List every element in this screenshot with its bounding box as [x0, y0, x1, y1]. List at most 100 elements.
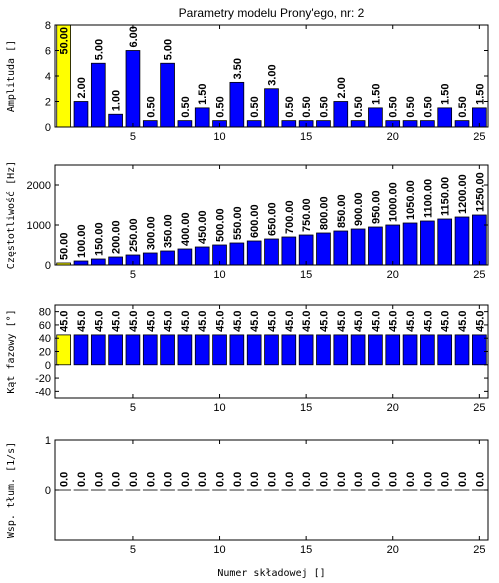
- value-label: 1.50: [197, 83, 209, 104]
- value-label: 0.50: [180, 96, 192, 117]
- y-tick-label: 20: [39, 347, 51, 359]
- bar: [125, 254, 141, 265]
- x-tick-label: 5: [130, 269, 136, 281]
- bar: [160, 250, 175, 265]
- value-label: 0.0: [76, 472, 88, 487]
- bar: [229, 334, 245, 366]
- y-tick-label: 2000: [27, 180, 51, 192]
- bar: [212, 244, 227, 265]
- bar: [385, 224, 401, 265]
- bar: [298, 334, 314, 366]
- x-tick-label: 25: [473, 544, 485, 556]
- value-label: 45.0: [388, 310, 400, 331]
- value-label: 200.00: [111, 220, 123, 254]
- value-label: 45.0: [440, 310, 452, 331]
- value-label: 1050.00: [405, 180, 417, 220]
- bar: [420, 220, 435, 265]
- value-label: 45.0: [59, 310, 71, 331]
- value-label: 0.0: [388, 472, 400, 487]
- bar: [246, 334, 262, 366]
- value-label: 0.0: [422, 472, 434, 487]
- bar: [368, 226, 383, 265]
- value-label: 0.0: [232, 472, 244, 487]
- bar: [298, 234, 314, 265]
- value-label: 0.0: [301, 472, 313, 487]
- bar: [90, 62, 106, 127]
- value-label: 5.00: [163, 39, 175, 60]
- bar: [73, 101, 89, 127]
- value-label: 100.00: [76, 224, 88, 258]
- value-label: 3.50: [232, 58, 244, 79]
- x-tick-label: 25: [473, 402, 485, 414]
- y-axis-label: Częstotliwość [Hz]: [5, 161, 17, 269]
- value-label: 650.00: [267, 202, 279, 236]
- bar: [177, 334, 193, 366]
- bar: [454, 334, 470, 366]
- bar: [402, 222, 418, 265]
- bar: [350, 120, 366, 127]
- value-label: 0.0: [145, 472, 157, 487]
- value-label: 0.0: [474, 472, 486, 487]
- value-label: 0.0: [284, 472, 296, 487]
- bar: [229, 242, 245, 265]
- value-label: 450.00: [197, 210, 209, 244]
- value-label: 45.0: [301, 310, 313, 331]
- bar: [56, 262, 71, 265]
- value-label: 1250.00: [474, 172, 486, 212]
- value-label: 0.0: [457, 472, 469, 487]
- value-label: 3.00: [267, 64, 279, 85]
- bar: [454, 120, 470, 127]
- bar: [108, 113, 123, 127]
- bar: [56, 25, 71, 127]
- bar: [246, 240, 262, 265]
- value-label: 6.00: [128, 26, 140, 47]
- value-label: 700.00: [284, 200, 296, 234]
- value-label: 350.00: [163, 214, 175, 248]
- bar: [142, 120, 158, 127]
- bar: [333, 230, 349, 265]
- chart-title: Parametry modelu Prony'ego, nr: 2: [179, 6, 365, 20]
- bar: [194, 107, 210, 127]
- value-label: 0.50: [405, 96, 417, 117]
- bar: [350, 228, 366, 265]
- value-label: 1.00: [111, 90, 123, 111]
- y-tick-label: 0: [45, 260, 51, 272]
- x-tick-label: 15: [300, 544, 312, 556]
- value-label: 0.0: [180, 472, 192, 487]
- y-axis-label: Amplituda []: [6, 40, 17, 112]
- value-label: 0.50: [249, 96, 261, 117]
- value-label: 500.00: [215, 208, 227, 242]
- value-label: 45.0: [370, 310, 382, 331]
- value-label: 45.0: [128, 310, 140, 331]
- plot: [56, 334, 487, 366]
- y-tick-label: -20: [35, 373, 51, 385]
- value-label: 0.50: [318, 96, 330, 117]
- bar: [142, 252, 158, 265]
- bar: [264, 238, 279, 265]
- y-tick-label: 60: [39, 320, 51, 332]
- value-label: 45.0: [318, 310, 330, 331]
- bar: [420, 120, 435, 127]
- bar: [90, 334, 106, 366]
- x-tick-label: 15: [300, 269, 312, 281]
- value-label: 850.00: [336, 194, 348, 228]
- y-tick-label: -40: [35, 386, 51, 398]
- value-label: 600.00: [249, 204, 261, 238]
- value-label: 0.0: [93, 472, 105, 487]
- bar: [333, 334, 349, 366]
- bar: [194, 334, 210, 366]
- bar: [212, 334, 227, 366]
- value-label: 0.0: [128, 472, 140, 487]
- bar: [316, 120, 331, 127]
- bar: [56, 334, 71, 366]
- value-label: 45.0: [163, 310, 175, 331]
- x-tick-label: 20: [387, 544, 399, 556]
- value-label: 0.0: [267, 472, 279, 487]
- value-label: 0.50: [215, 96, 227, 117]
- bar: [108, 256, 123, 265]
- value-label: 0.0: [215, 472, 227, 487]
- value-label: 1.50: [440, 83, 452, 104]
- bar: [437, 334, 453, 366]
- plot: [56, 214, 487, 265]
